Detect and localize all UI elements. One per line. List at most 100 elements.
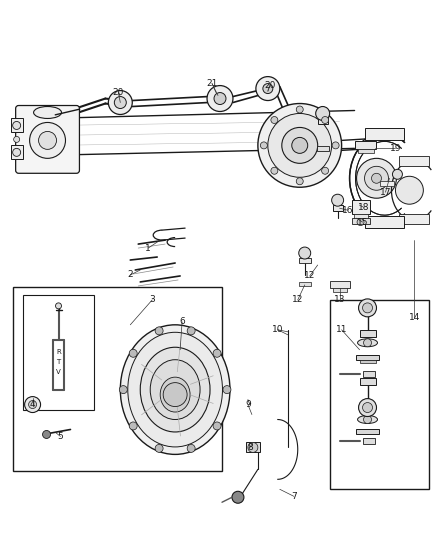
Text: 1: 1 <box>145 244 151 253</box>
Circle shape <box>332 194 343 206</box>
Circle shape <box>260 142 267 149</box>
Bar <box>13 287 222 471</box>
Text: T: T <box>57 359 60 365</box>
Bar <box>360 378 375 385</box>
Text: 18: 18 <box>358 203 369 212</box>
Text: 10: 10 <box>272 325 283 334</box>
Circle shape <box>364 339 371 347</box>
Text: 3: 3 <box>149 295 155 304</box>
Text: 16: 16 <box>342 206 353 215</box>
Text: 20: 20 <box>113 88 124 97</box>
Text: R: R <box>56 349 61 355</box>
Circle shape <box>248 442 258 453</box>
Circle shape <box>282 127 318 163</box>
Circle shape <box>363 303 372 313</box>
Ellipse shape <box>128 332 223 447</box>
Text: 7: 7 <box>291 492 297 501</box>
Circle shape <box>271 117 278 124</box>
Circle shape <box>108 91 132 115</box>
Circle shape <box>268 114 332 177</box>
Text: 19: 19 <box>390 144 401 153</box>
Ellipse shape <box>272 120 327 171</box>
Bar <box>355 141 377 149</box>
Circle shape <box>321 117 328 124</box>
Text: V: V <box>56 369 61 375</box>
Ellipse shape <box>150 360 200 419</box>
Bar <box>360 360 375 362</box>
Circle shape <box>256 77 280 101</box>
Circle shape <box>56 303 61 309</box>
Bar <box>399 214 429 224</box>
Text: 4: 4 <box>30 400 35 409</box>
Circle shape <box>207 86 233 111</box>
Circle shape <box>28 401 37 409</box>
Bar <box>299 282 311 286</box>
Circle shape <box>163 383 187 407</box>
Circle shape <box>25 397 41 413</box>
Bar <box>363 439 374 445</box>
Bar <box>330 300 429 489</box>
Bar <box>11 118 23 132</box>
Bar <box>352 200 370 214</box>
FancyBboxPatch shape <box>16 106 79 173</box>
Ellipse shape <box>140 347 210 432</box>
Circle shape <box>357 219 364 225</box>
Bar <box>352 218 370 224</box>
Circle shape <box>155 445 163 453</box>
Circle shape <box>258 103 342 187</box>
Circle shape <box>359 299 377 317</box>
Text: 13: 13 <box>334 295 346 304</box>
Circle shape <box>213 349 221 357</box>
Circle shape <box>114 96 126 109</box>
Bar <box>360 330 375 337</box>
Bar <box>399 156 429 166</box>
Bar <box>381 181 395 186</box>
Bar <box>299 258 311 263</box>
Circle shape <box>357 158 396 198</box>
Ellipse shape <box>34 107 61 118</box>
Bar <box>23 295 95 409</box>
Circle shape <box>129 422 137 430</box>
Circle shape <box>396 176 424 204</box>
Circle shape <box>42 431 50 439</box>
Text: 12: 12 <box>292 295 304 304</box>
Circle shape <box>129 349 137 357</box>
Circle shape <box>392 169 403 179</box>
Circle shape <box>364 416 371 424</box>
Circle shape <box>316 107 330 120</box>
Circle shape <box>223 385 231 393</box>
Circle shape <box>371 173 381 183</box>
Bar <box>364 216 404 228</box>
Circle shape <box>187 445 195 453</box>
Bar <box>357 149 374 154</box>
Ellipse shape <box>357 416 378 424</box>
Text: 5: 5 <box>58 432 64 441</box>
Text: 14: 14 <box>409 313 420 322</box>
Circle shape <box>332 142 339 149</box>
Ellipse shape <box>120 325 230 455</box>
Text: 11: 11 <box>336 325 347 334</box>
Circle shape <box>14 136 20 142</box>
Ellipse shape <box>160 377 190 412</box>
Circle shape <box>119 385 127 393</box>
Bar <box>332 288 346 292</box>
Bar <box>318 118 328 124</box>
Text: 9: 9 <box>245 400 251 409</box>
Bar <box>317 147 328 151</box>
Bar <box>363 370 374 377</box>
Circle shape <box>296 106 303 113</box>
Circle shape <box>232 491 244 503</box>
Text: 21: 21 <box>206 79 218 88</box>
Bar <box>364 128 404 140</box>
Text: 8: 8 <box>247 443 253 452</box>
Bar <box>11 146 23 159</box>
Text: 17: 17 <box>380 188 391 197</box>
Circle shape <box>359 399 377 416</box>
Bar <box>356 430 379 434</box>
Circle shape <box>296 178 303 185</box>
Text: 12: 12 <box>304 271 315 280</box>
Circle shape <box>363 402 372 413</box>
Circle shape <box>321 167 328 174</box>
Circle shape <box>213 422 221 430</box>
Bar <box>332 205 343 211</box>
